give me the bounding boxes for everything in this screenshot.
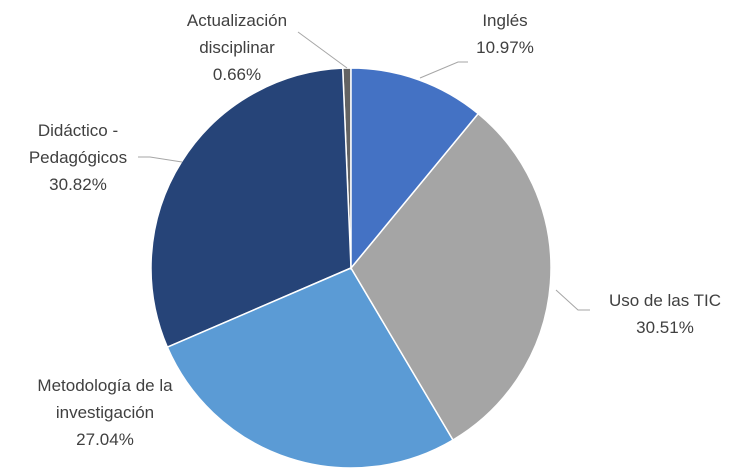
pie-slice — [350, 112, 552, 442]
value-label: 30.82% — [49, 175, 107, 194]
category-label: Inglés — [482, 11, 528, 30]
slice-label: Metodología de la investigación 27.04% — [25, 372, 185, 453]
leader-line — [138, 156, 183, 163]
slice-label: Didáctico - Pedagógicos 30.82% — [8, 117, 148, 198]
pie-slice — [350, 67, 480, 271]
category-label: Didáctico - Pedagógicos — [28, 121, 128, 167]
value-label: 0.66% — [212, 65, 262, 84]
value-label: 30.51% — [636, 318, 694, 337]
category-label: Actualización disciplinar — [186, 11, 288, 57]
slice-label: Uso de las TIC 30.51% — [585, 287, 734, 341]
leader-line — [555, 289, 590, 311]
slice-label: Actualización disciplinar 0.66% — [172, 7, 302, 88]
leader-line — [419, 61, 468, 79]
category-label: Metodología de la investigación — [37, 376, 173, 422]
category-label: Uso de las TIC — [608, 291, 722, 310]
slice-label: Inglés 10.97% — [455, 7, 555, 61]
value-label: 27.04% — [76, 430, 134, 449]
value-label: 10.97% — [476, 38, 534, 57]
leader-lines — [138, 31, 590, 311]
pie-slice — [166, 267, 455, 468]
leader-line — [297, 31, 348, 69]
